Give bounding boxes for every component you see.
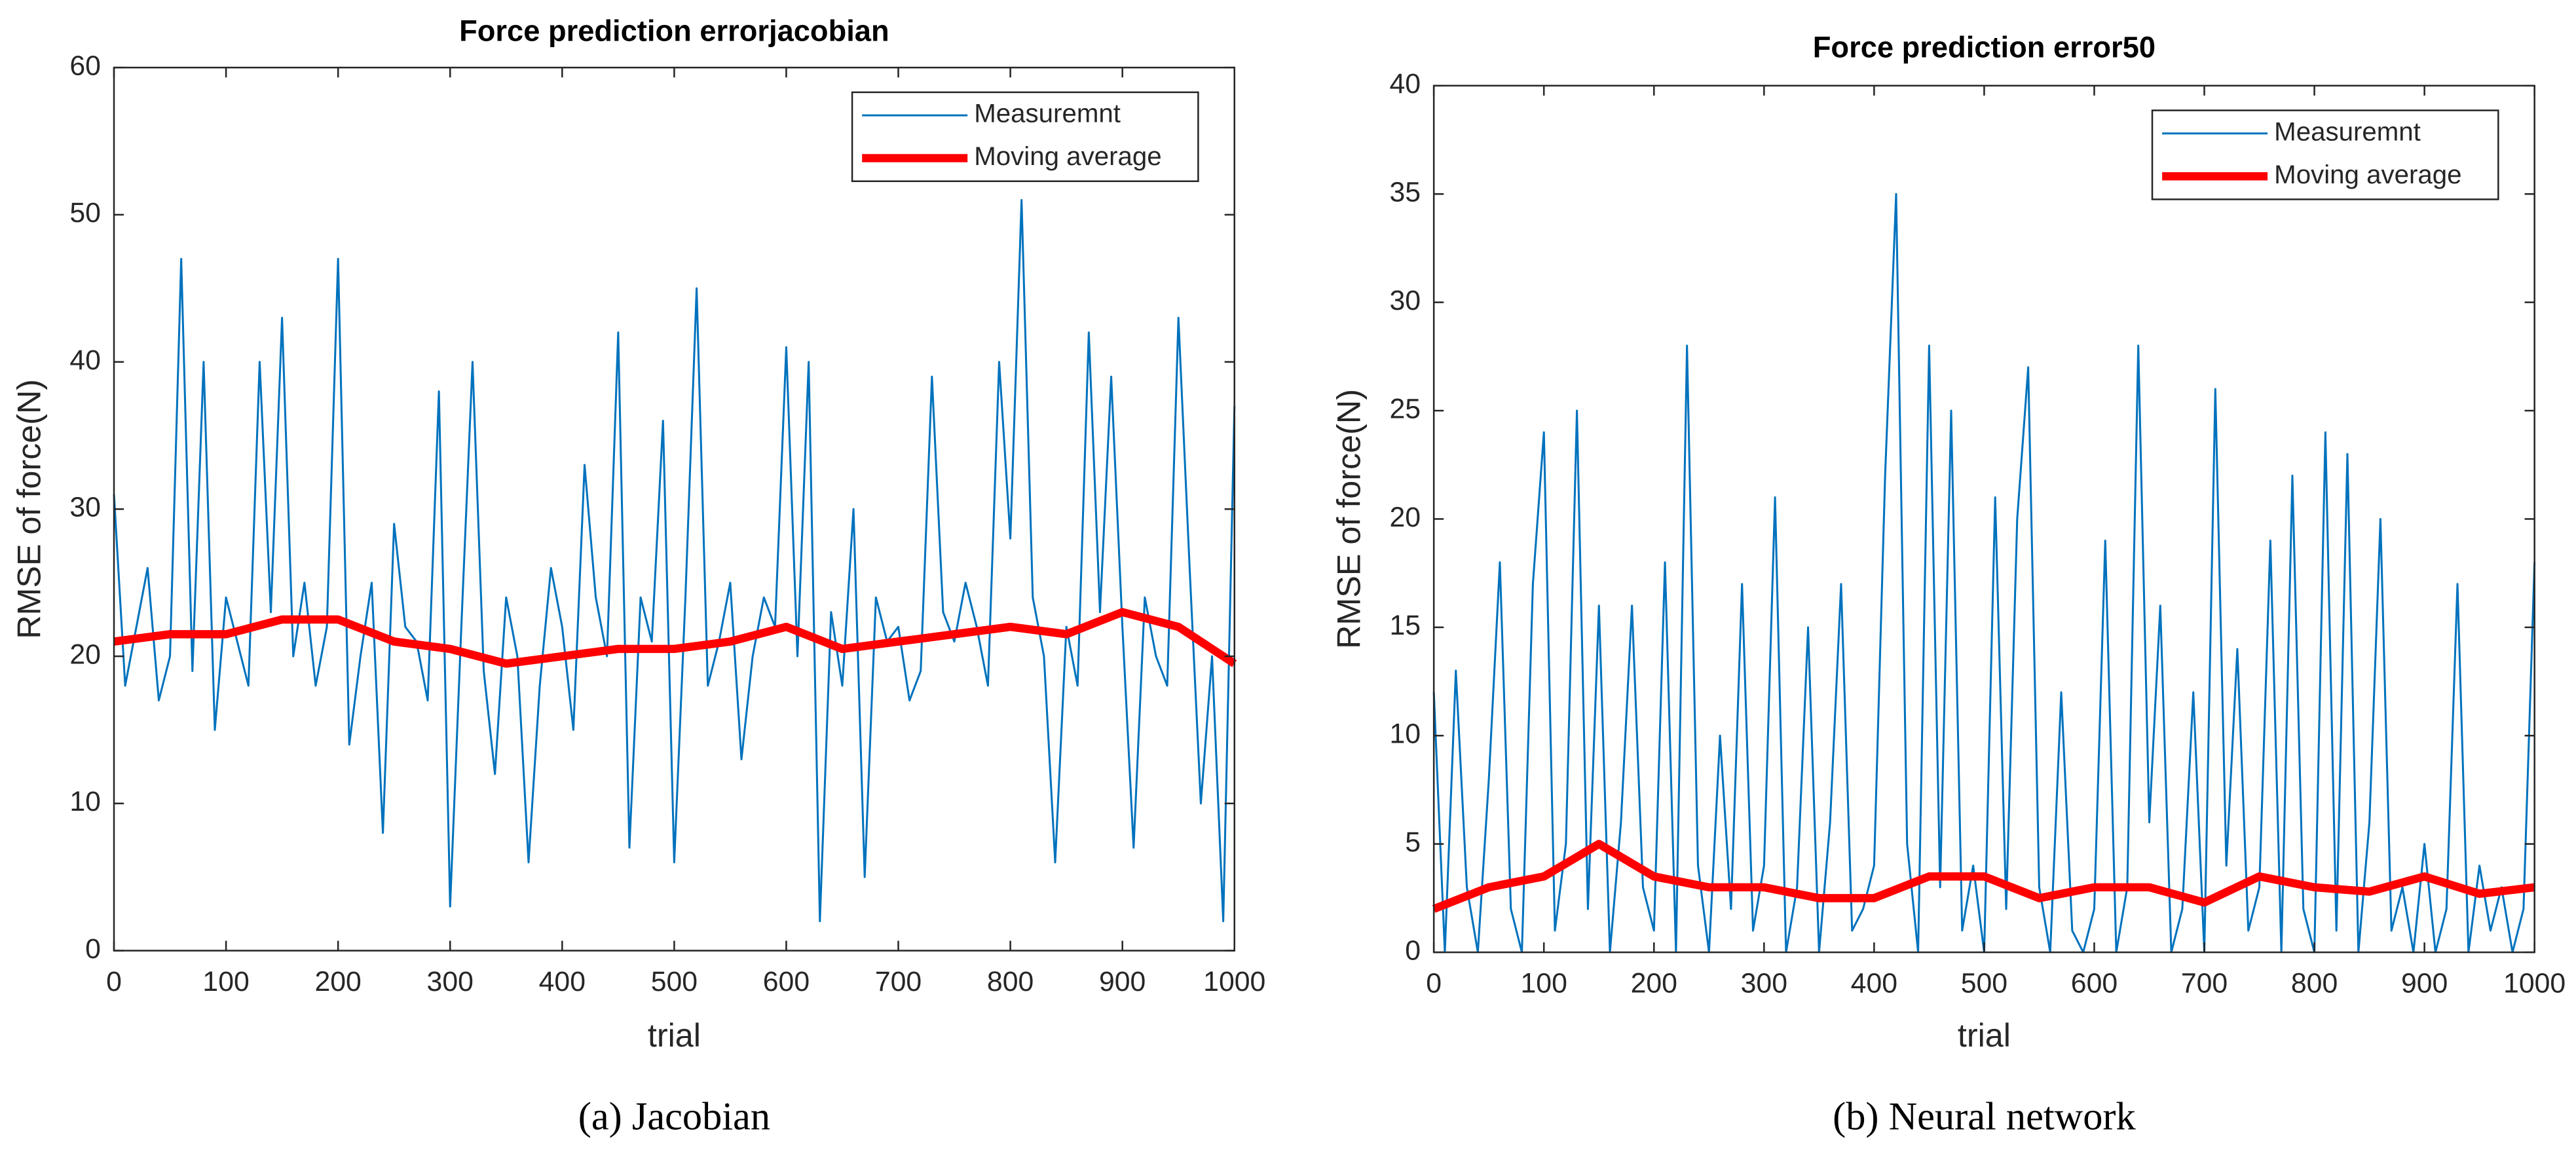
x-tick-label: 700 (875, 966, 922, 997)
y-tick-label: 10 (1389, 718, 1421, 750)
x-tick-label: 800 (987, 966, 1034, 997)
x-tick-label: 1000 (1203, 966, 1265, 997)
x-tick-label: 600 (763, 966, 810, 997)
y-tick-label: 25 (1389, 393, 1421, 424)
y-tick-label: 0 (85, 933, 101, 965)
y-tick-label: 35 (1389, 177, 1421, 208)
x-tick-label: 300 (1741, 968, 1787, 999)
x-tick-label: 500 (651, 966, 698, 997)
chart-title: Force prediction error50 (1813, 30, 2156, 64)
x-axis-label: trial (1958, 1016, 2011, 1054)
y-tick-label: 10 (69, 786, 101, 817)
x-tick-label: 200 (1631, 968, 1677, 999)
x-tick-label: 900 (2401, 968, 2448, 999)
y-tick-label: 40 (1389, 68, 1421, 100)
chart-title: Force prediction errorjacobian (459, 14, 889, 47)
x-tick-label: 700 (2181, 968, 2228, 999)
x-tick-label: 0 (106, 966, 122, 997)
y-tick-label: 50 (69, 197, 101, 229)
plot-area (114, 67, 1235, 951)
legend-label: Measuremnt (974, 99, 1121, 128)
x-tick-label: 100 (202, 966, 249, 997)
x-tick-label: 100 (1521, 968, 1567, 999)
chart: 0 100 200 300 400 500 600 700 800 900 1000 0 5 10 15 20… (1330, 30, 2566, 1138)
legend-box (851, 91, 1199, 182)
legend-label: Moving average (974, 141, 1161, 171)
x-tick-label: 400 (1851, 968, 1897, 999)
y-tick-label: 20 (69, 639, 101, 670)
x-tick-label: 500 (1961, 968, 2007, 999)
data-line (113, 608, 1237, 668)
x-tick-label: 300 (427, 966, 474, 997)
legend-label: Moving average (2274, 160, 2461, 189)
x-tick-label: 800 (2291, 968, 2338, 999)
x-tick-label: 900 (1099, 966, 1146, 997)
y-tick-label: 0 (1405, 935, 1421, 966)
caption: (a) Jacobian (578, 1095, 770, 1139)
x-tick-label: 400 (539, 966, 586, 997)
legend-label: Measuremnt (2274, 117, 2421, 146)
y-tick-label: 15 (1389, 610, 1421, 641)
plot-area (1434, 85, 2535, 953)
x-tick-label: 600 (2071, 968, 2118, 999)
y-tick-label: 40 (69, 344, 101, 376)
x-axis-label: trial (648, 1016, 701, 1054)
caption: (b) Neural network (1833, 1095, 2136, 1139)
legend-box (2151, 109, 2499, 200)
y-axis-label: RMSE of force(N) (1330, 389, 1368, 649)
y-tick-label: 30 (69, 492, 101, 523)
y-tick-label: 30 (1389, 285, 1421, 316)
data-line (113, 198, 1236, 923)
y-tick-label: 60 (69, 50, 101, 81)
y-tick-label: 5 (1405, 826, 1421, 858)
x-tick-label: 0 (1426, 968, 1442, 999)
y-tick-label: 20 (1389, 502, 1421, 533)
data-line (1432, 840, 2535, 913)
x-tick-label: 200 (315, 966, 362, 997)
chart: 0 100 200 300 400 500 600 700 800 900 1000 0 10 20 30 4… (10, 14, 1266, 1138)
x-tick-label: 1000 (2503, 968, 2566, 999)
y-axis-label: RMSE of force(N) (10, 379, 48, 639)
